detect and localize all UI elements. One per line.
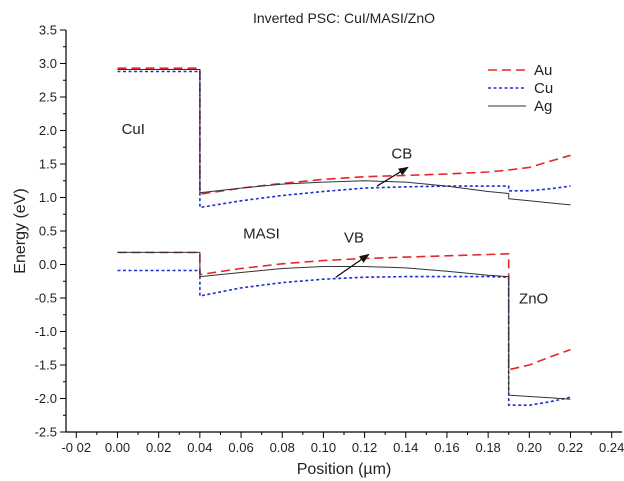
x-tick-label: 0.00 [105,440,130,455]
region-label-zno: ZnO [519,290,548,307]
y-tick-label: -1.5 [35,358,57,373]
y-tick-label: -0.5 [35,291,57,306]
y-tick-label: 0.0 [39,257,57,272]
region-label-cb: CB [391,146,412,163]
series-line-ag-cb [117,69,571,206]
y-tick-label: 2.0 [39,123,57,138]
x-tick-label: 0.18 [475,440,500,455]
annotations: CuI MASI ZnO CB VB [122,121,549,308]
x-tick-label: 0.24 [599,440,624,455]
y-tick-label: 3.0 [39,56,57,71]
x-tick-label: 0.20 [517,440,542,455]
x-axis-title: Position (µm) [297,461,392,478]
y-tick-label: 0.5 [39,224,57,239]
x-tick-label: 0.16 [434,440,459,455]
y-tick-label: 3.5 [39,23,57,38]
y-tick-label: 1.0 [39,190,57,205]
x-tick-label: 0.22 [558,440,583,455]
region-label-cui: CuI [122,121,145,138]
x-tick-label: -0 02 [61,440,91,455]
y-tick-label: -2.0 [35,391,57,406]
region-label-vb: VB [344,229,364,246]
series-lines [117,67,571,406]
legend-label-ag: Ag [534,98,552,115]
x-tick-label: 0.12 [352,440,377,455]
x-axis-ticks: -0 02 0.00 0.02 0.04 0.06 0.08 0.10 0.12 0.14 0.1… [61,432,624,455]
y-axis-ticks: -2.5 -2.0 -1.5 -1.0 -0.5 0.0 0.5 1.0 1.5 2.0 2.5 3.… [35,23,66,440]
x-tick-label: 0.02 [146,440,171,455]
series-line-cu-cb [117,70,571,209]
x-tick-label: 0.14 [393,440,418,455]
y-tick-label: -2.5 [35,425,57,440]
y-tick-label: -1.0 [35,324,57,339]
x-tick-label: 0.10 [311,440,336,455]
chart-title: Inverted PSC: CuI/MASI/ZnO [253,10,435,26]
y-axis-title: Energy (eV) [12,188,29,273]
y-tick-label: 1.5 [39,157,57,172]
annotation-arrow [376,166,409,187]
x-tick-label: 0.08 [270,440,295,455]
x-tick-label: 0.06 [228,440,253,455]
annotation-arrow [335,253,370,278]
x-tick-label: 0.04 [187,440,212,455]
series-line-ag-vb [117,251,571,400]
region-label-masi: MASI [243,225,280,242]
legend-label-au: Au [534,62,552,79]
legend-label-cu: Cu [534,80,553,97]
series-line-au-cb [117,67,571,195]
y-tick-label: 2.5 [39,90,57,105]
series-line-cu-vb [117,269,571,406]
series-line-au-vb [117,251,571,371]
